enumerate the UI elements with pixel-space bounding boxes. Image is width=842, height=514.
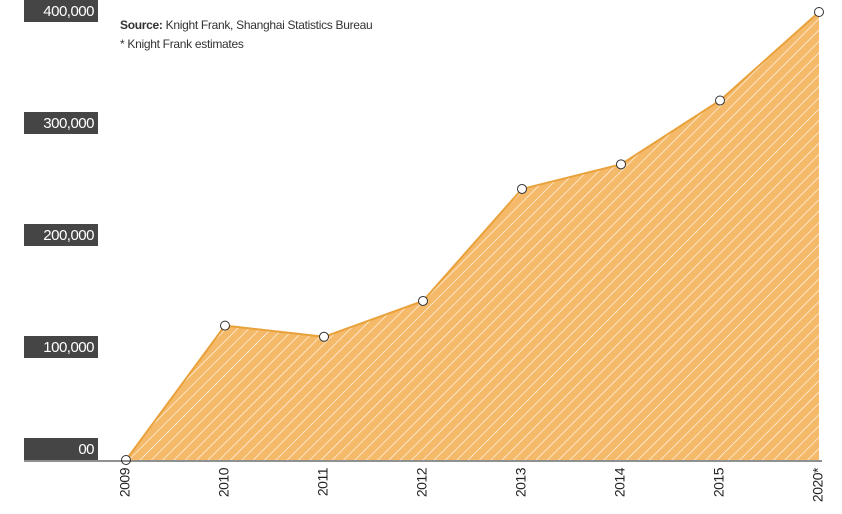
point [616, 159, 626, 170]
y-tick-label: 200,000 [43, 227, 94, 244]
source-label: Source: [120, 18, 163, 32]
y-tick-box [24, 438, 98, 460]
y-tick-box [24, 0, 98, 22]
note: * Knight Frank estimates [120, 37, 244, 51]
point [715, 95, 725, 106]
point [220, 320, 230, 331]
y-tick-box [24, 112, 98, 134]
point [517, 183, 527, 194]
y-tick-label: 300,000 [43, 115, 94, 132]
y-tick-label: 400,000 [43, 3, 94, 20]
x-tick-label: 2012 [414, 467, 430, 497]
y-tick-box [24, 336, 98, 358]
x-tick-label: 2013 [513, 467, 529, 497]
x-tick-label: 2009 [117, 467, 133, 497]
point [418, 295, 428, 306]
x-tick-label: 2011 [315, 467, 331, 496]
y-tick-box [24, 224, 98, 246]
point [814, 7, 824, 17]
source: Source: Knight Frank, Shanghai Statistic… [120, 18, 372, 32]
x-tick-label: 2015 [711, 467, 727, 497]
x-tick-label: 2014 [612, 467, 628, 497]
point [121, 455, 131, 465]
line [125, 11, 820, 461]
x-tick-label: 2010 [216, 467, 232, 497]
y-tick-label: 100,000 [43, 339, 94, 356]
source-text: Knight Frank, Shanghai Statistics Bureau [166, 18, 373, 32]
y-tick-label: 00 [78, 441, 94, 458]
point [319, 331, 329, 342]
x-tick-label: 2020* [810, 467, 826, 502]
area [126, 12, 819, 460]
